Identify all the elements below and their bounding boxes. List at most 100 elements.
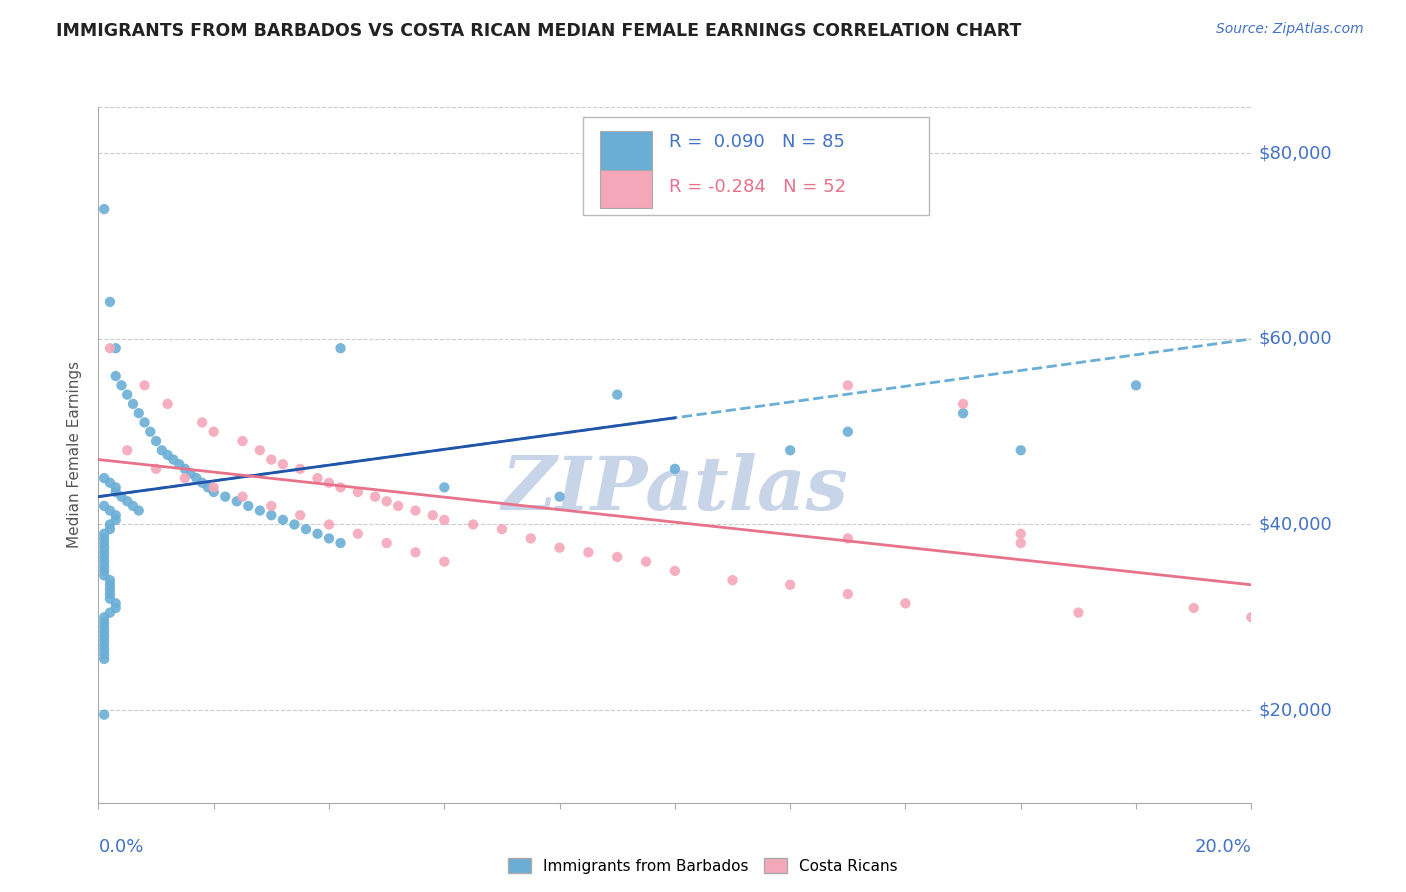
Point <box>93 532 115 546</box>
Text: 20.0%: 20.0% <box>1195 838 1251 856</box>
Point <box>98 582 121 597</box>
Point <box>952 397 974 411</box>
Point <box>1125 378 1147 392</box>
Point <box>98 573 121 587</box>
Bar <box>600 131 652 169</box>
Text: $20,000: $20,000 <box>1258 701 1331 719</box>
Point <box>1067 606 1090 620</box>
Point <box>520 532 543 546</box>
Point <box>93 541 115 555</box>
Point <box>174 462 197 476</box>
Text: 0.0%: 0.0% <box>98 838 143 856</box>
Point <box>98 294 121 309</box>
FancyBboxPatch shape <box>582 118 928 215</box>
Point <box>93 615 115 629</box>
Point <box>606 549 628 564</box>
Point <box>295 522 318 536</box>
Point <box>98 587 121 601</box>
Point <box>98 606 121 620</box>
Point <box>191 416 214 430</box>
Point <box>93 619 115 633</box>
Point <box>93 564 115 578</box>
Point <box>422 508 444 523</box>
Point <box>98 578 121 592</box>
Point <box>104 596 127 610</box>
Point <box>894 596 917 610</box>
Point <box>318 517 340 532</box>
Point <box>1010 536 1032 550</box>
Point <box>186 471 208 485</box>
Point <box>214 490 236 504</box>
Text: $40,000: $40,000 <box>1258 516 1331 533</box>
Point <box>98 475 121 490</box>
Point <box>104 480 127 494</box>
Point <box>433 555 456 569</box>
Point <box>98 503 121 517</box>
Point <box>104 508 127 523</box>
Point <box>197 480 219 494</box>
Point <box>433 480 456 494</box>
Point <box>271 457 294 471</box>
Point <box>364 490 387 504</box>
Point <box>307 526 329 541</box>
Point <box>93 642 115 657</box>
Point <box>636 555 658 569</box>
Point <box>104 485 127 500</box>
Point <box>290 462 312 476</box>
Point <box>606 387 628 401</box>
Point <box>104 341 127 355</box>
Legend: Immigrants from Barbados, Costa Ricans: Immigrants from Barbados, Costa Ricans <box>502 852 904 880</box>
Point <box>128 406 150 420</box>
Point <box>93 202 115 216</box>
Point <box>721 573 744 587</box>
Point <box>461 517 484 532</box>
Point <box>117 494 138 508</box>
Point <box>664 462 686 476</box>
Point <box>93 568 115 582</box>
Point <box>134 378 156 392</box>
Point <box>98 517 121 532</box>
Point <box>952 406 974 420</box>
Point <box>375 494 398 508</box>
Point <box>578 545 600 559</box>
Point <box>387 499 409 513</box>
Point <box>93 549 115 564</box>
Point <box>779 443 801 458</box>
Text: R = -0.284   N = 52: R = -0.284 N = 52 <box>669 178 846 196</box>
Point <box>491 522 513 536</box>
Point <box>318 475 340 490</box>
Point <box>318 532 340 546</box>
Point <box>231 434 254 448</box>
Point <box>104 369 127 384</box>
Point <box>93 499 115 513</box>
Point <box>93 555 115 569</box>
Point <box>779 578 801 592</box>
Point <box>150 443 173 458</box>
Text: Source: ZipAtlas.com: Source: ZipAtlas.com <box>1216 22 1364 37</box>
Point <box>93 624 115 639</box>
Point <box>837 425 859 439</box>
Point <box>122 397 145 411</box>
Point <box>1240 610 1263 624</box>
Point <box>202 425 225 439</box>
Point <box>93 633 115 648</box>
Point <box>128 503 150 517</box>
Point <box>93 526 115 541</box>
Point <box>433 513 456 527</box>
Point <box>110 378 132 392</box>
Point <box>231 490 254 504</box>
Point <box>174 471 197 485</box>
Point <box>145 462 167 476</box>
Point <box>238 499 260 513</box>
Point <box>664 564 686 578</box>
Point <box>93 638 115 652</box>
Point <box>156 448 179 462</box>
Point <box>98 591 121 606</box>
Point <box>139 425 162 439</box>
Point <box>110 490 132 504</box>
Point <box>548 490 571 504</box>
Point <box>1010 526 1032 541</box>
Point <box>260 499 283 513</box>
Point <box>117 443 138 458</box>
Text: IMMIGRANTS FROM BARBADOS VS COSTA RICAN MEDIAN FEMALE EARNINGS CORRELATION CHART: IMMIGRANTS FROM BARBADOS VS COSTA RICAN … <box>56 22 1022 40</box>
